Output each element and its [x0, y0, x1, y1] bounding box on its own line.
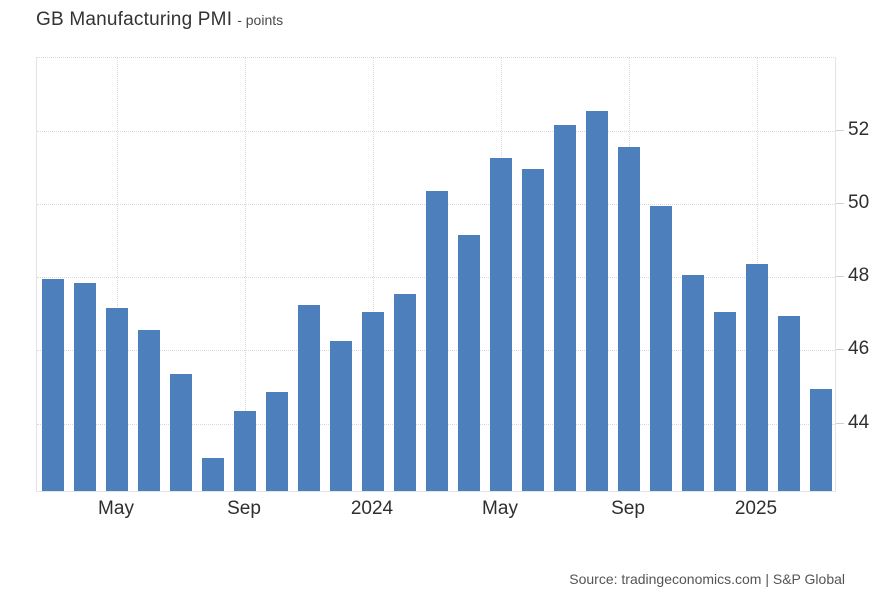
x-tick-label-2024-10: 2024 — [350, 498, 394, 519]
x-tick-label-may-14: May — [482, 498, 518, 519]
chart-title-unit: - points — [237, 12, 284, 28]
bar-aug-2024[interactable] — [586, 110, 608, 491]
gridline-x-2024-10 — [373, 58, 374, 491]
bar-jan-2025[interactable] — [746, 264, 768, 491]
bar-may-2024[interactable] — [490, 158, 512, 491]
bar-feb-2025[interactable] — [778, 315, 800, 491]
x-tick-label-sep-18: Sep — [611, 498, 645, 519]
y-tick-label-46: 46 — [848, 338, 870, 360]
bar-jan-2024[interactable] — [362, 311, 384, 491]
bar-jul-2024[interactable] — [554, 125, 576, 491]
bar-mar-2024[interactable] — [426, 191, 448, 491]
bar-may-2023[interactable] — [106, 308, 128, 491]
y-tick-label-52: 52 — [848, 119, 870, 141]
x-axis: May Sep 2024 May Sep 2025 — [36, 498, 836, 522]
gridline-y-52 — [37, 131, 835, 133]
chart-title: GB Manufacturing PMI - points — [36, 9, 283, 31]
y-tick-mark-44 — [836, 422, 844, 424]
y-axis: 44 46 48 50 52 — [836, 57, 882, 492]
bar-mar-2025[interactable] — [810, 388, 832, 491]
bar-mar-2023[interactable] — [42, 278, 64, 491]
bar-apr-2024[interactable] — [458, 235, 480, 491]
y-tick-label-48: 48 — [848, 265, 870, 287]
y-tick-mark-52 — [836, 130, 844, 132]
bar-nov-2023[interactable] — [298, 304, 320, 491]
chart-title-text: GB Manufacturing PMI — [36, 9, 233, 30]
y-tick-mark-50 — [836, 203, 844, 205]
bar-sep-2024[interactable] — [618, 147, 640, 491]
gridline-x-may-2 — [117, 58, 118, 491]
y-tick-label-44: 44 — [848, 411, 870, 433]
bar-jun-2024[interactable] — [522, 169, 544, 491]
bar-dec-2023[interactable] — [330, 341, 352, 491]
bar-nov-2024[interactable] — [682, 275, 704, 491]
bar-sep-2023[interactable] — [234, 410, 256, 491]
bar-dec-2024[interactable] — [714, 311, 736, 491]
bar-jun-2023[interactable] — [138, 330, 160, 491]
x-tick-label-sep-6: Sep — [227, 498, 261, 519]
bar-oct-2024[interactable] — [650, 205, 672, 491]
x-tick-label-2025-22: 2025 — [734, 498, 778, 519]
bar-oct-2023[interactable] — [266, 392, 288, 491]
bar-jul-2023[interactable] — [170, 374, 192, 491]
y-tick-mark-48 — [836, 276, 844, 278]
source-attribution: Source: tradingeconomics.com | S&P Globa… — [569, 571, 845, 587]
y-tick-label-50: 50 — [848, 192, 870, 214]
gridline-x-sep-6 — [245, 58, 246, 491]
y-tick-mark-46 — [836, 349, 844, 351]
bar-aug-2023[interactable] — [202, 458, 224, 491]
bar-feb-2024[interactable] — [394, 293, 416, 491]
x-tick-label-may-2: May — [98, 498, 134, 519]
bar-apr-2023[interactable] — [74, 282, 96, 491]
plot-area — [36, 57, 836, 492]
